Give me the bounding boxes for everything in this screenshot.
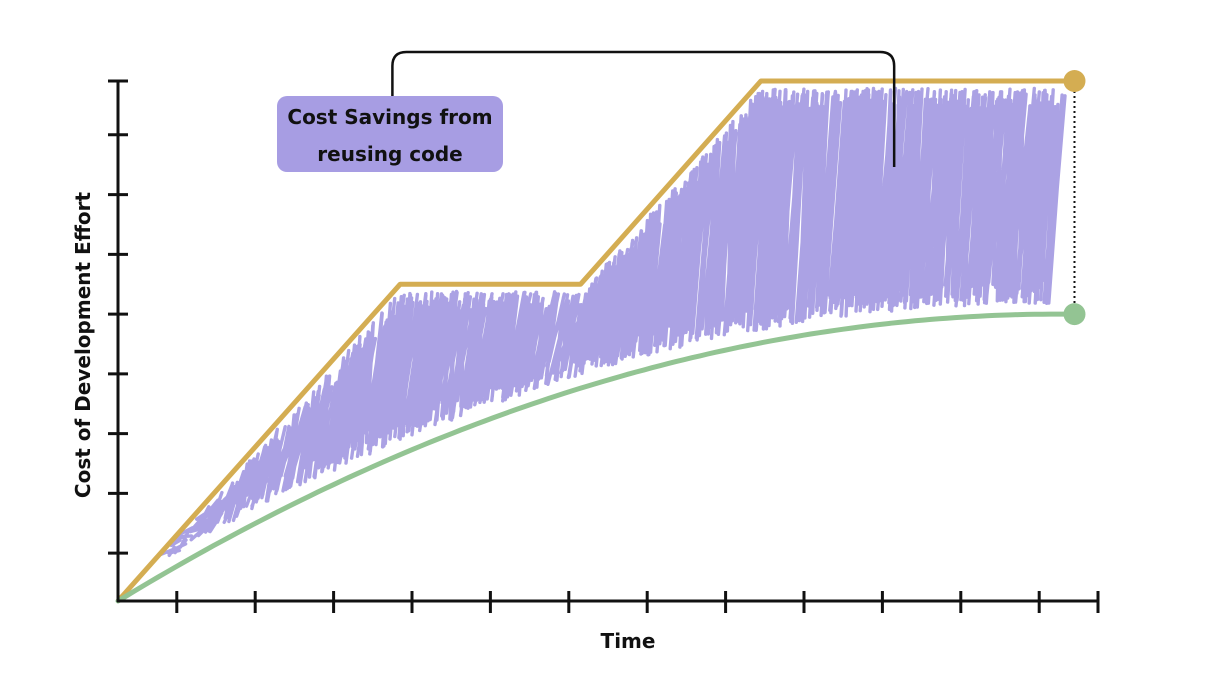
endpoint-with-code-reuse [1063, 303, 1086, 326]
y-axis-title: Cost of Development Effort [71, 192, 95, 499]
cost-savings-scribble [159, 86, 1067, 558]
callout-text-line-1: Cost Savings from [287, 105, 492, 129]
x-axis-title: Time [601, 629, 656, 653]
cost-savings-area [159, 86, 1067, 558]
callout-text-line-2: reusing code [317, 142, 462, 166]
endpoint-without-code-reuse [1063, 70, 1086, 92]
callout-box [277, 96, 503, 172]
callout-bracket [391, 50, 896, 167]
series-lines [115, 70, 1086, 604]
annotations: Cost Savings from reusing code [277, 50, 896, 172]
axes [108, 79, 1100, 613]
series-line-with-code-reuse [115, 311, 1077, 604]
series-line-without-code-reuse [116, 78, 1075, 603]
